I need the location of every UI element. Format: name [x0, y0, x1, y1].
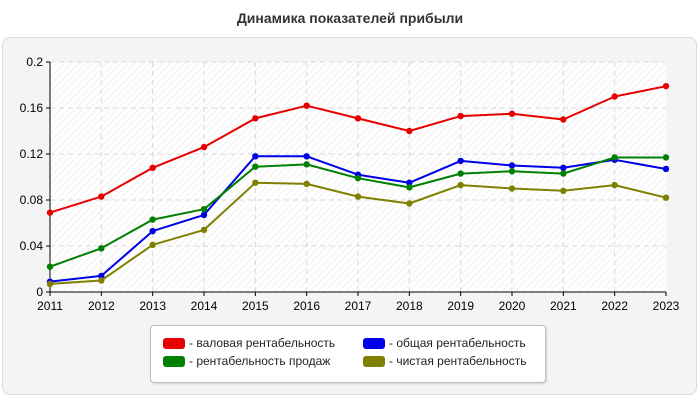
x-tick-label: 2012 [88, 299, 115, 313]
data-point-1 [200, 211, 208, 219]
legend-item-net: - чистая рентабельность [363, 354, 526, 368]
data-point-3 [508, 185, 516, 192]
x-tick-label: 2018 [396, 299, 423, 313]
y-tick-label: 0 [36, 285, 43, 299]
data-point-3 [560, 187, 567, 194]
data-point-3 [457, 181, 464, 189]
data-point-0 [611, 93, 618, 100]
data-point-3 [662, 194, 670, 201]
legend-swatch-total [363, 337, 385, 349]
x-tick-label: 2011 [37, 299, 63, 313]
data-point-1 [406, 179, 413, 186]
x-tick-label: 2013 [139, 299, 166, 313]
data-point-0 [560, 116, 567, 123]
data-point-3 [303, 180, 310, 188]
legend-swatch-gross [163, 337, 185, 349]
data-point-3 [200, 226, 208, 234]
x-tick-label: 2022 [601, 299, 628, 313]
y-tick-label: 0.2 [26, 55, 43, 69]
data-point-0 [98, 193, 105, 200]
data-point-0 [354, 115, 362, 122]
legend-label-net: - чистая рентабельность [389, 354, 527, 368]
x-tick-label: 2016 [293, 299, 320, 313]
data-point-2 [611, 154, 618, 161]
data-point-0 [303, 102, 310, 109]
y-tick-label: 0.16 [20, 101, 44, 115]
data-point-0 [149, 164, 156, 171]
data-point-0 [457, 112, 464, 120]
data-point-0 [252, 115, 259, 122]
legend-item-gross: - валовая рентабельность [163, 336, 335, 350]
data-point-2 [149, 216, 156, 223]
data-point-1 [457, 157, 464, 165]
data-point-2 [354, 174, 362, 182]
legend-swatch-net [363, 355, 385, 367]
legend-label-gross: - валовая рентабельность [189, 336, 336, 350]
y-tick-label: 0.12 [20, 147, 44, 161]
y-tick-label: 0.04 [20, 239, 44, 253]
x-tick-label: 2020 [499, 299, 526, 313]
legend-item-sales: - рентабельность продаж [163, 354, 330, 368]
data-point-2 [508, 168, 516, 175]
data-point-2 [98, 245, 105, 252]
data-point-3 [406, 200, 413, 207]
data-point-2 [252, 163, 259, 170]
data-point-0 [508, 110, 516, 117]
data-point-1 [149, 227, 156, 235]
data-point-1 [252, 153, 259, 160]
data-point-1 [98, 272, 105, 280]
data-point-0 [662, 82, 670, 90]
data-point-2 [662, 154, 670, 161]
data-point-2 [46, 263, 54, 270]
data-point-3 [46, 280, 54, 288]
x-tick-label: 2023 [653, 299, 680, 313]
y-tick-label: 0.08 [20, 193, 44, 207]
data-point-2 [303, 161, 310, 168]
data-point-1 [508, 162, 516, 169]
data-point-2 [457, 170, 464, 177]
data-point-2 [406, 184, 413, 191]
x-tick-label: 2019 [447, 299, 474, 313]
x-tick-label: 2014 [191, 299, 218, 313]
x-tick-label: 2017 [345, 299, 372, 313]
data-point-3 [354, 193, 362, 200]
data-point-3 [98, 277, 105, 284]
data-point-1 [303, 153, 310, 160]
data-point-2 [560, 170, 567, 177]
data-point-0 [200, 143, 208, 151]
legend-label-sales: - рентабельность продаж [189, 354, 331, 368]
legend-swatch-sales [163, 355, 185, 367]
data-point-3 [149, 241, 156, 249]
data-point-2 [200, 206, 208, 213]
data-point-3 [611, 181, 618, 189]
data-point-0 [46, 209, 54, 216]
data-point-1 [560, 164, 567, 171]
x-tick-label: 2015 [242, 299, 269, 313]
x-tick-label: 2021 [550, 299, 577, 313]
data-point-1 [662, 165, 670, 173]
data-point-3 [252, 179, 259, 186]
chart-legend: - валовая рентабельность - общая рентабе… [150, 325, 546, 383]
legend-item-total: - общая рентабельность [363, 336, 526, 350]
legend-label-total: - общая рентабельность [389, 336, 526, 350]
chart-title: Динамика показателей прибыли [236, 10, 464, 26]
data-point-0 [406, 127, 413, 135]
